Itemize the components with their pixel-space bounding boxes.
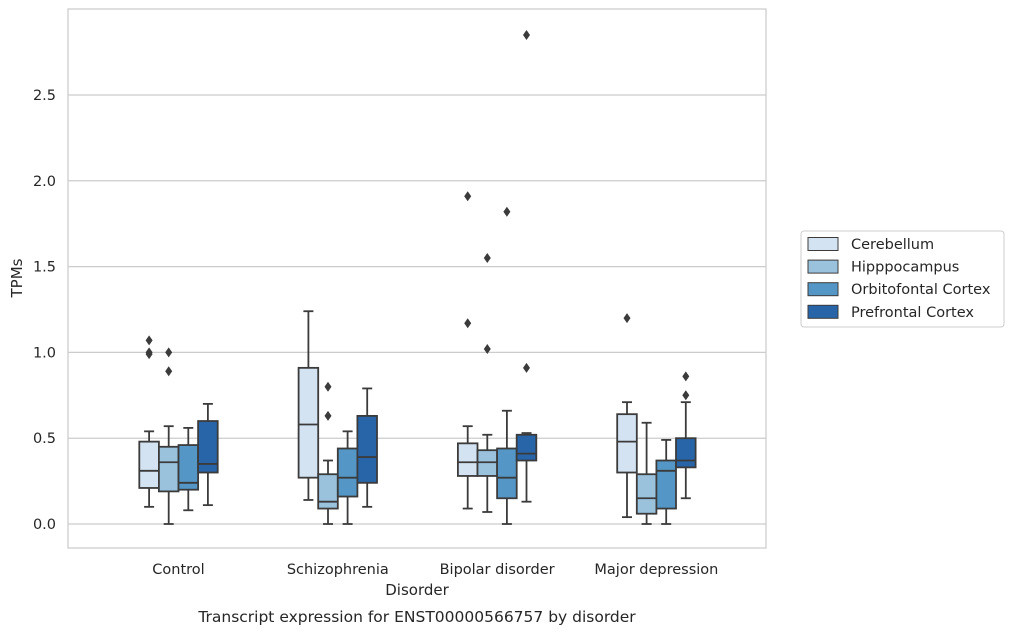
y-tick-label: 0.0 [33,517,56,533]
box-group [616,313,638,519]
box-group [655,439,677,525]
box [456,442,479,477]
box [336,447,359,498]
legend-label: Cerebellum [851,237,934,253]
legend-swatch [807,304,839,319]
legend: Cerebellum Hipppocampus Orbitofontal Corte… [800,230,1005,328]
y-tick-label: 1.5 [33,260,56,276]
outlier-point [503,206,511,217]
y-tick-label: 1.0 [33,345,56,361]
box-group [515,29,538,503]
box [616,413,638,474]
box [515,433,538,462]
plot-area-frame [67,8,767,549]
box-group [456,191,479,510]
box-group [297,310,320,501]
x-tick-label: Schizophrenia [287,562,389,578]
outlier-point [145,335,153,346]
outlier-point [165,366,173,377]
box-group [356,387,378,508]
outlier-point [324,410,332,421]
box-group [317,381,339,525]
x-tick-label: Bipolar disorder [440,562,555,578]
boxes-layer [138,29,697,525]
outlier-point [682,390,690,401]
x-tick-label: Major depression [594,562,718,578]
x-tick-label: Control [152,562,204,578]
outlier-point [682,371,690,382]
box-group [138,335,160,508]
legend-swatch [807,282,839,297]
outlier-point [623,313,631,324]
y-axis-title: TPMs [8,258,26,298]
legend-label: Orbitofontal Cortex [851,282,991,298]
legend-label: Prefrontal Cortex [851,305,974,321]
box [317,473,339,510]
box [655,459,677,510]
outlier-point [464,191,472,202]
y-tick-label: 2.0 [33,174,56,190]
outlier-point [483,343,491,354]
box [157,445,180,493]
outlier-point [523,29,530,40]
box-group [675,371,697,500]
box [675,437,697,469]
box [356,414,378,484]
legend-label: Hipppocampus [851,260,959,276]
box-group [635,421,658,525]
y-tick-labels: 0.0 0.5 1.0 1.5 2.0 2.5 [33,88,56,533]
outlier-point [324,381,332,392]
box-group [157,347,180,525]
outlier-point [464,318,472,329]
y-tick-label: 2.5 [33,88,56,104]
y-tick-label: 0.5 [33,431,56,447]
outlier-point [523,362,530,373]
legend-frame [800,230,1005,328]
box [635,473,658,515]
box-group [496,206,518,525]
outlier-point [145,349,153,360]
x-axis-title: Disorder [385,581,449,599]
box-group [336,430,359,525]
box-group [197,402,219,507]
box [297,366,320,479]
box-group [476,253,499,513]
grid-lines [68,94,766,525]
box [138,440,160,489]
chart-caption: Transcript expression for ENST0000056675… [197,608,636,626]
outlier-point [165,347,173,358]
outlier-point [483,253,491,264]
box [496,447,518,500]
legend-swatch [807,259,839,274]
box [197,420,219,474]
x-tick-labels: Control Schizophrenia Bipolar disorder Majo… [152,562,718,578]
legend-swatch [807,237,839,251]
